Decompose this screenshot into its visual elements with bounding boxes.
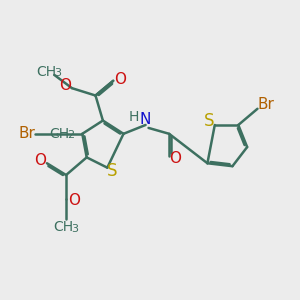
Text: O: O xyxy=(34,153,46,168)
Text: CH: CH xyxy=(36,65,56,79)
Text: O: O xyxy=(68,193,80,208)
Text: CH: CH xyxy=(53,220,73,234)
Text: S: S xyxy=(107,162,118,180)
Text: O: O xyxy=(114,72,126,87)
Text: 3: 3 xyxy=(54,68,61,78)
Text: Br: Br xyxy=(19,126,35,141)
Text: O: O xyxy=(59,78,71,93)
Text: CH: CH xyxy=(50,127,70,141)
Text: Br: Br xyxy=(258,97,275,112)
Text: N: N xyxy=(140,112,151,127)
Text: 2: 2 xyxy=(68,130,75,140)
Text: 3: 3 xyxy=(71,224,78,234)
Text: O: O xyxy=(169,151,181,166)
Text: S: S xyxy=(204,112,215,130)
Text: H: H xyxy=(129,110,139,124)
